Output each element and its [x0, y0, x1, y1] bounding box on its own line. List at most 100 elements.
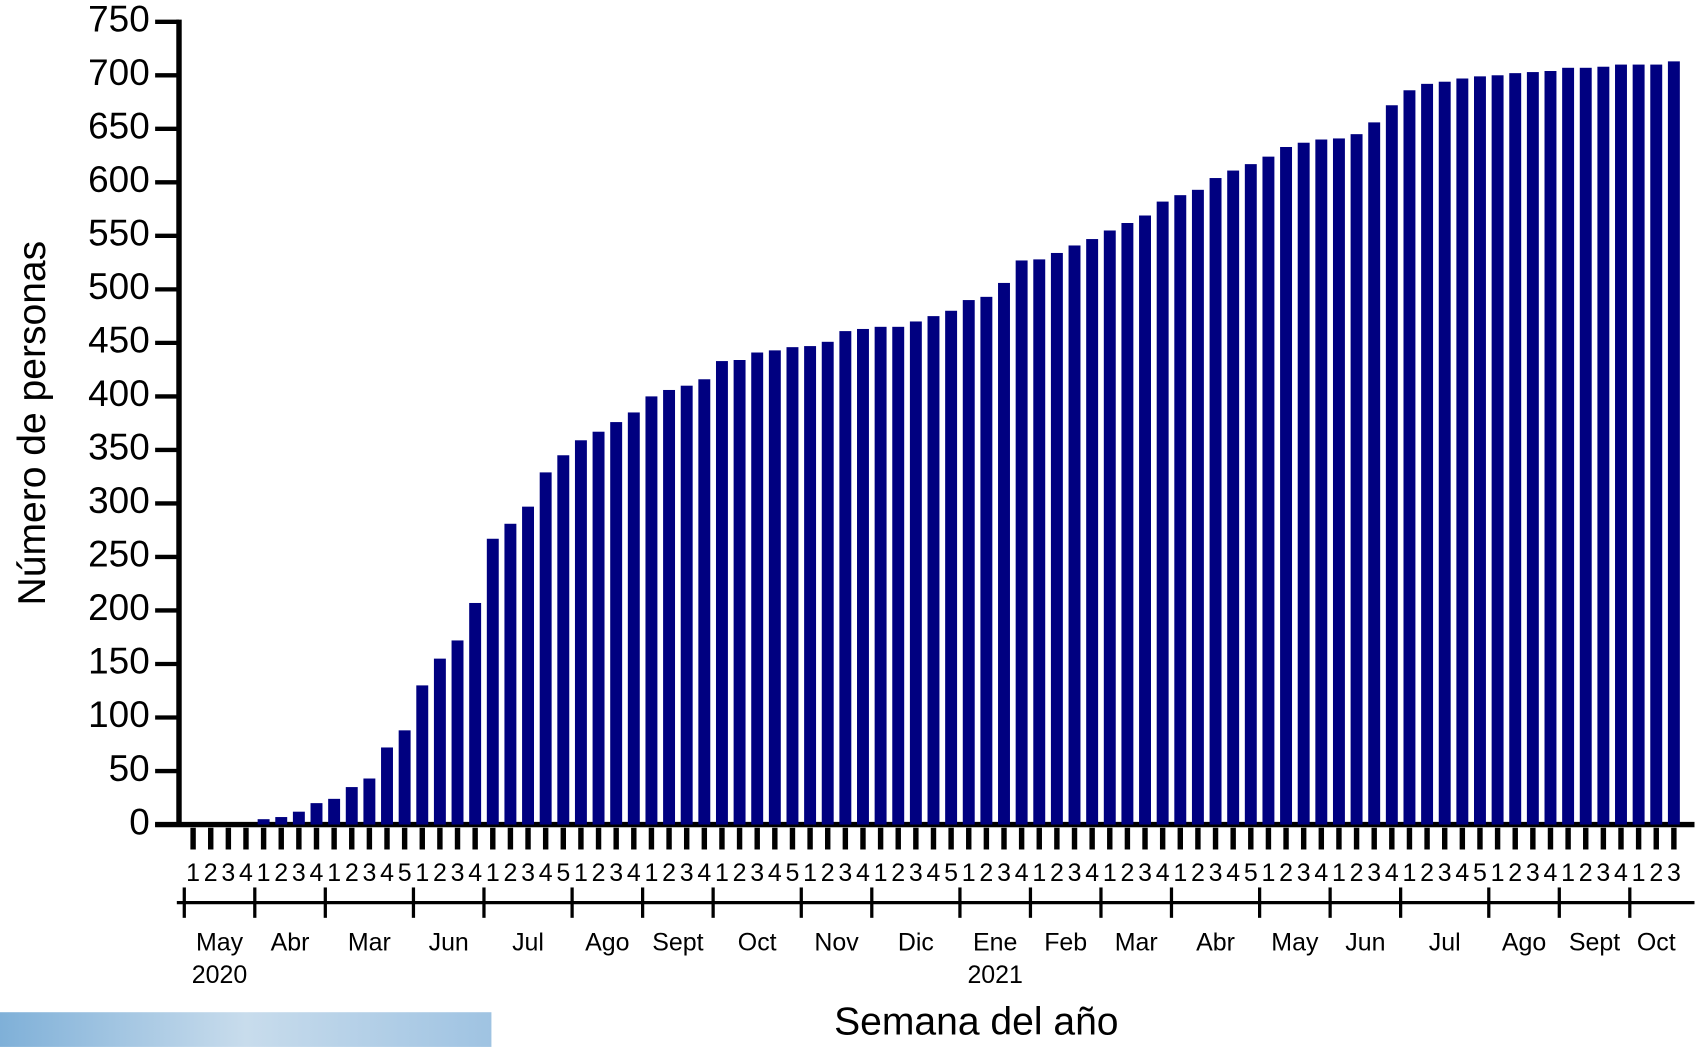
week-label: 3 — [451, 859, 465, 887]
y-tick-label: 200 — [88, 587, 150, 628]
bar — [593, 432, 605, 825]
week-label: 3 — [1138, 859, 1152, 887]
x-tick — [1477, 828, 1482, 850]
week-label: 3 — [909, 859, 923, 887]
week-label: 4 — [468, 859, 482, 887]
bar — [1351, 134, 1363, 824]
bar — [1421, 84, 1433, 825]
y-tick-label: 0 — [129, 801, 150, 842]
week-label: 3 — [521, 859, 535, 887]
month-label: Ago — [1502, 928, 1546, 956]
x-tick — [931, 828, 936, 850]
x-tick — [1001, 828, 1006, 850]
bar — [963, 300, 975, 824]
week-label: 3 — [1367, 859, 1381, 887]
bar — [945, 311, 957, 825]
week-label: 4 — [1226, 859, 1240, 887]
x-tick — [349, 828, 354, 850]
month-label: Feb — [1044, 928, 1087, 956]
bar — [1615, 65, 1627, 825]
month-label: Sept — [1569, 928, 1620, 956]
bar — [416, 685, 428, 824]
bar — [469, 603, 481, 825]
x-tick — [913, 828, 918, 850]
bar — [1069, 245, 1081, 824]
week-label: 4 — [310, 859, 324, 887]
bar — [575, 440, 587, 824]
week-label: 3 — [1526, 859, 1540, 887]
x-tick — [208, 828, 213, 850]
x-tick — [1160, 828, 1165, 850]
bar — [1668, 61, 1680, 824]
bar — [1492, 75, 1504, 824]
x-tick — [1495, 828, 1500, 850]
bar — [452, 640, 464, 824]
week-label: 1 — [1403, 859, 1417, 887]
y-tick-label: 650 — [88, 106, 150, 147]
bar — [1298, 143, 1310, 825]
x-tick — [437, 828, 442, 850]
bar — [1439, 82, 1451, 825]
bar — [1174, 195, 1186, 824]
month-label: Jul — [1429, 928, 1461, 956]
week-label: 5 — [1244, 859, 1258, 887]
month-label: Oct — [738, 928, 777, 956]
week-label: 1 — [715, 859, 729, 887]
x-tick — [331, 828, 336, 850]
y-tick-label: 550 — [88, 213, 150, 254]
week-label: 4 — [1085, 859, 1099, 887]
x-tick — [1654, 828, 1659, 850]
y-tick-label: 150 — [88, 641, 150, 682]
week-label: 2 — [1579, 859, 1593, 887]
bar — [434, 659, 446, 825]
x-tick — [984, 828, 989, 850]
y-tick-label: 250 — [88, 534, 150, 575]
month-label: May — [1271, 928, 1319, 956]
bar — [399, 730, 411, 824]
x-tick — [843, 828, 848, 850]
x-tick — [508, 828, 513, 850]
bar — [540, 472, 552, 824]
x-tick — [1513, 828, 1518, 850]
bar — [716, 361, 728, 824]
week-label: 1 — [574, 859, 588, 887]
bar — [1315, 140, 1327, 825]
x-tick — [525, 828, 530, 850]
week-label: 1 — [1561, 859, 1575, 887]
bar — [1474, 76, 1486, 824]
page: {"chart_data": {"type": "bar", "y_label"… — [0, 0, 1701, 1047]
x-tick — [613, 828, 618, 850]
week-label: 3 — [1068, 859, 1082, 887]
x-tick — [561, 828, 566, 850]
week-label: 4 — [856, 859, 870, 887]
x-tick — [807, 828, 812, 850]
month-label: Sept — [652, 928, 703, 956]
week-label: 4 — [380, 859, 394, 887]
bar — [1121, 223, 1133, 825]
x-tick — [772, 828, 777, 850]
week-label: 1 — [1491, 859, 1505, 887]
bar — [557, 455, 569, 824]
bar — [1280, 147, 1292, 825]
y-tick-label: 750 — [88, 0, 150, 40]
bar — [328, 799, 340, 825]
bar — [1527, 72, 1539, 824]
bar — [1368, 122, 1380, 824]
x-tick — [1460, 828, 1465, 850]
x-tick — [825, 828, 830, 850]
bar — [804, 346, 816, 824]
week-label: 2 — [662, 859, 676, 887]
week-label: 5 — [398, 859, 412, 887]
x-tick — [649, 828, 654, 850]
x-tick — [966, 828, 971, 850]
week-label: 2 — [1120, 859, 1134, 887]
week-label: 1 — [415, 859, 429, 887]
bar — [1456, 78, 1468, 824]
month-label: Ago — [585, 928, 629, 956]
week-label: 2 — [1649, 859, 1663, 887]
week-label: 3 — [221, 859, 235, 887]
week-label: 2 — [1279, 859, 1293, 887]
y-tick-label: 600 — [88, 159, 150, 200]
x-tick — [1072, 828, 1077, 850]
x-tick — [1618, 828, 1623, 850]
